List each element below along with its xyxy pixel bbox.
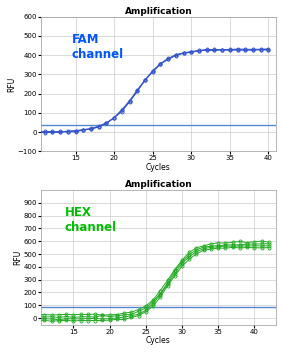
- Y-axis label: RFU: RFU: [13, 250, 22, 265]
- Text: FAM
channel: FAM channel: [71, 33, 124, 61]
- Y-axis label: RFU: RFU: [7, 76, 16, 92]
- Title: Amplification: Amplification: [125, 180, 192, 189]
- X-axis label: Cycles: Cycles: [146, 336, 171, 345]
- X-axis label: Cycles: Cycles: [146, 163, 171, 172]
- Text: HEX
channel: HEX channel: [65, 206, 117, 234]
- Title: Amplification: Amplification: [125, 7, 192, 16]
